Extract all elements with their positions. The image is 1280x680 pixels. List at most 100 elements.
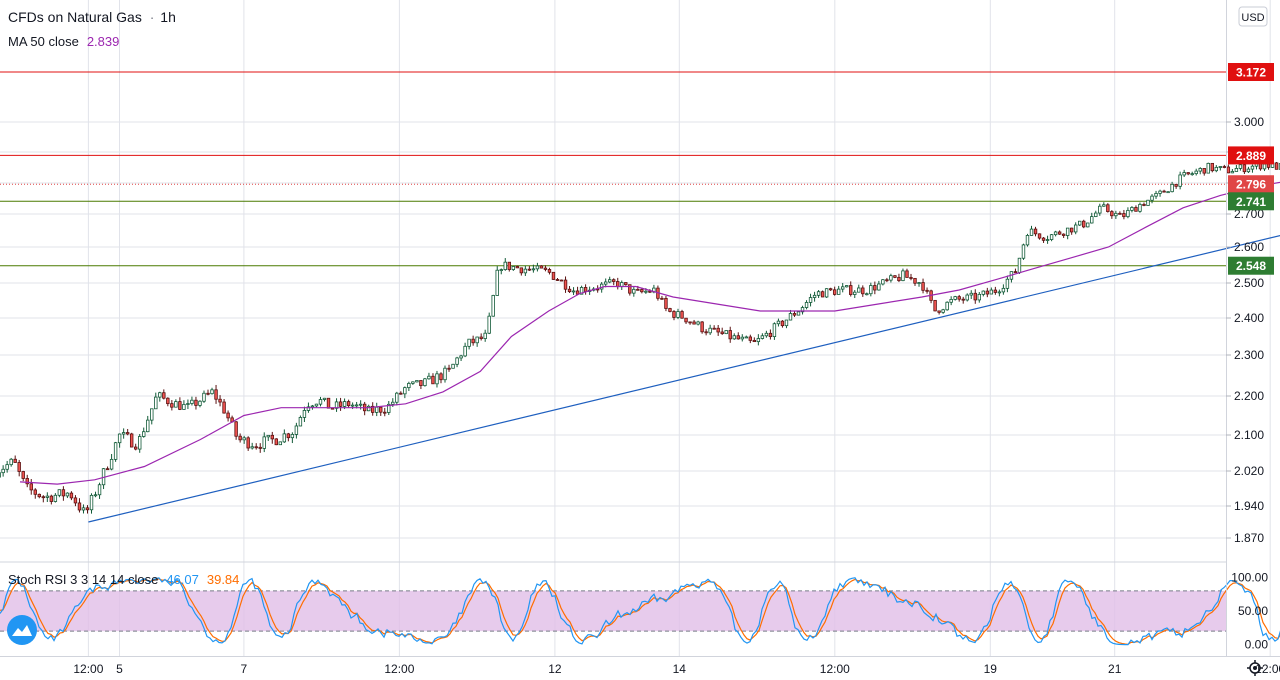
candle [383,407,387,417]
candle [612,278,616,286]
candle [1130,206,1134,213]
candle [415,380,419,383]
candle [138,433,142,453]
candle [704,329,708,336]
candle [527,266,532,271]
candle [463,342,467,358]
candle [624,282,628,286]
candle [981,290,986,297]
time-tick-label: 12:00 [820,662,850,676]
candle [1154,190,1158,199]
candle [752,337,757,343]
candle [274,438,278,446]
candle [1142,202,1146,207]
candle [1106,203,1110,213]
candle [953,295,957,301]
candle [700,321,704,334]
candle [33,488,37,499]
candle [1230,169,1235,174]
candle [1033,226,1038,237]
candle [503,258,507,271]
candle [451,363,455,369]
candle [748,334,753,344]
price-pane[interactable] [0,71,1280,523]
candle [688,321,692,325]
candle [471,335,475,346]
candle [969,290,973,299]
time-tick-label: 7 [241,662,248,676]
settings-gear-icon[interactable] [1247,660,1263,676]
candle [226,410,230,422]
candle [603,278,608,288]
candle [491,294,495,317]
time-tick-label: 21 [1108,662,1122,676]
candle [1082,219,1086,229]
candle [294,422,299,439]
logo-mark-icon [12,625,32,636]
candle [993,286,998,295]
candle [25,474,29,488]
stoch-axis[interactable]: 100.00 50.00 0.00 [1231,570,1268,651]
candle [511,265,516,271]
candle [427,372,431,380]
price-tag-bg [1228,256,1274,275]
candle [1226,164,1231,174]
candle [1037,233,1042,240]
candle [467,338,471,350]
candle [439,372,443,384]
candle [1222,164,1227,169]
trendline[interactable] [88,174,1280,523]
candle [776,318,781,327]
candle [419,380,423,390]
stoch-rsi-pane[interactable] [0,577,1280,646]
tradingview-logo[interactable] [7,615,37,645]
price-level-tags: 3.172 2.889 2.796 2.741 2.548 [1228,63,1274,275]
stoch-band [0,590,1226,632]
time-tick-label: 14 [673,662,687,676]
candle [929,289,933,304]
stoch-tick-label: 100.00 [1231,570,1268,584]
interval-label: 1h [160,9,176,25]
stoch-legend[interactable]: Stoch RSI 3 3 14 14 close 46.07 39.84 [8,572,239,587]
candle [841,282,845,293]
candle [945,301,949,311]
candle [146,415,150,433]
candle [1061,233,1066,238]
chart-legend[interactable]: CFDs on Natural Gas · 1h MA 50 close 2.83… [8,9,176,49]
candle [957,294,961,302]
candle [913,277,917,286]
candle [812,291,817,302]
candle [45,492,50,503]
price-tag-bg [1228,63,1274,81]
candle [387,400,391,415]
candle [961,296,965,304]
candle [158,391,162,402]
candle [1134,205,1138,212]
candle [1094,210,1098,218]
candle [1110,210,1114,219]
candle [977,291,981,303]
candle [849,281,853,297]
price-tick-label: 2.500 [1234,276,1264,290]
ma50-line [19,181,1280,485]
candle [535,262,540,272]
candle [563,276,568,293]
candle [1158,189,1162,197]
time-tick-label: 12:00 [384,662,414,676]
candle [290,432,295,444]
candle [121,428,126,439]
currency-badge[interactable]: USD [1238,6,1268,27]
candle [125,428,130,436]
candle [921,278,925,294]
candle [1210,162,1214,173]
candle [13,455,17,463]
candle [768,329,773,340]
candle [668,307,672,313]
candle [375,402,379,417]
candle [495,266,499,296]
time-tick-label: 12:00 [1255,662,1280,676]
candle [760,333,765,340]
candle [1218,166,1223,171]
